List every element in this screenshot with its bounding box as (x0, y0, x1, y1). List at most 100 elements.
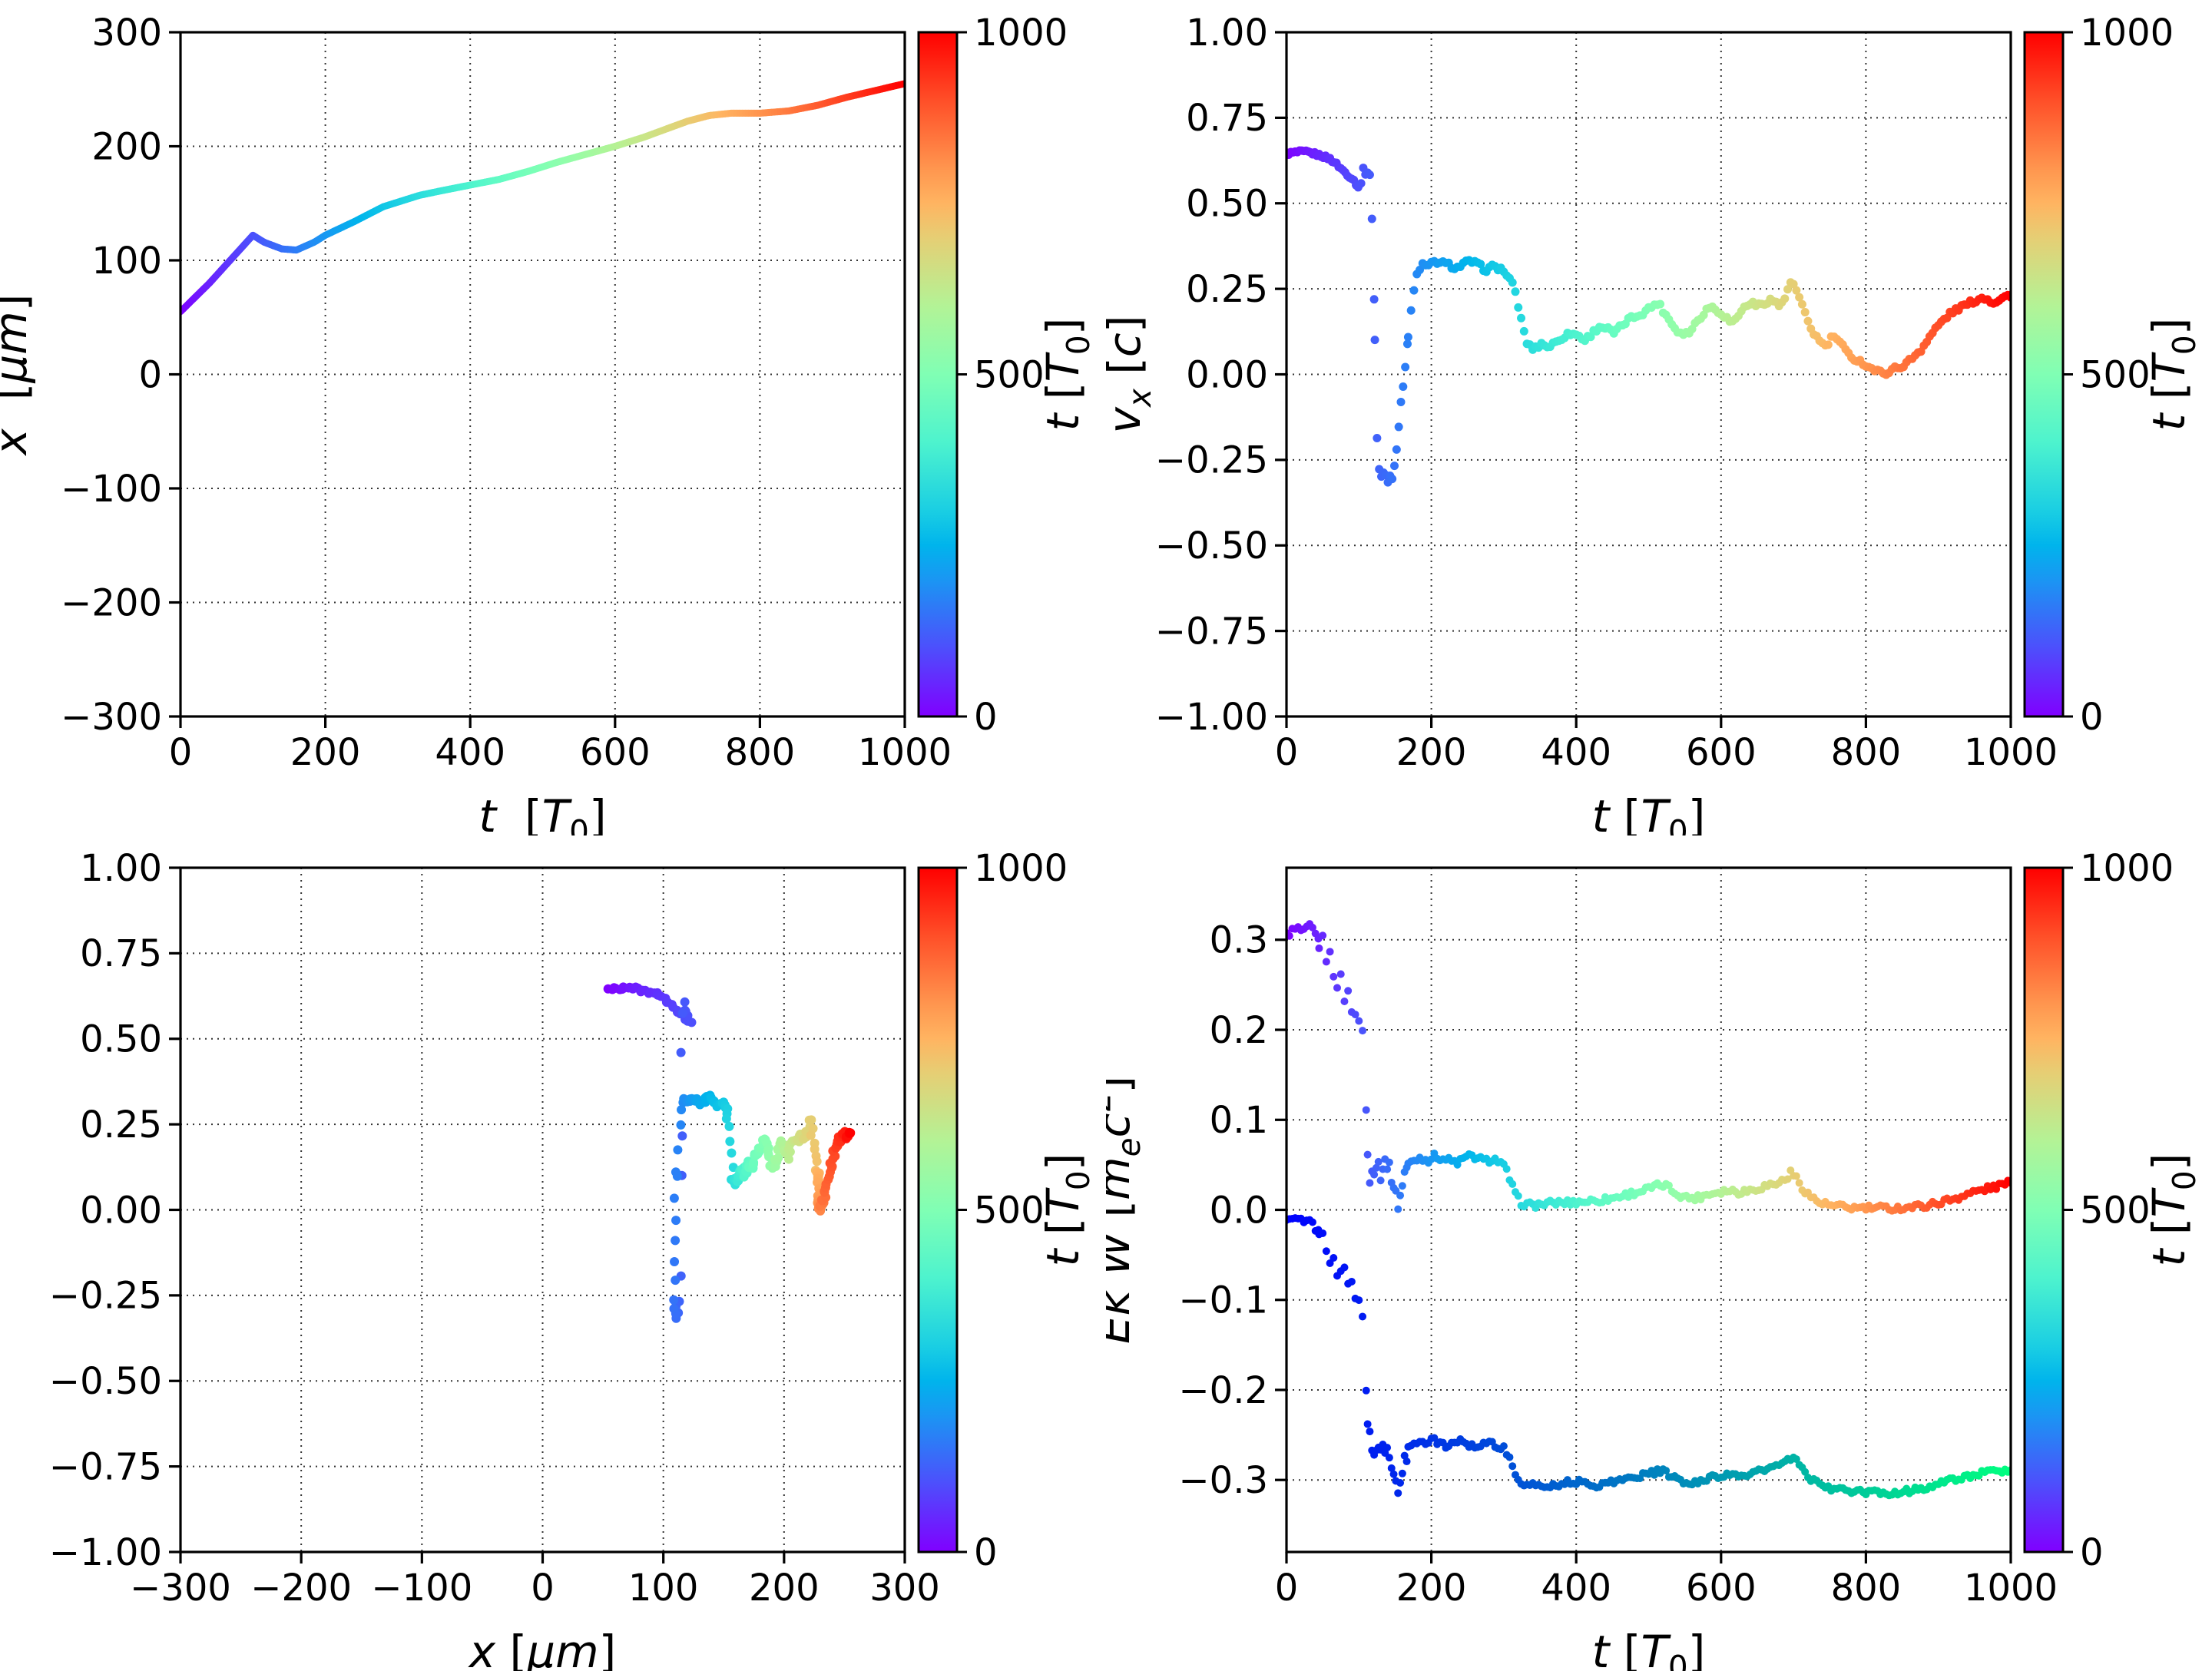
y-tick-label: 0.25 (80, 1104, 162, 1147)
colorbar-axis-label: t [T0] (2143, 318, 2203, 432)
colorbar-gradient (919, 32, 957, 716)
data-point (1823, 340, 1833, 349)
y-tick-label: −0.3 (1178, 1459, 1268, 1502)
y-tick-label: 200 (91, 125, 162, 168)
data-point (1403, 333, 1412, 342)
data-point (1388, 475, 1397, 484)
data-point (669, 1304, 679, 1314)
colorbar-tick-label: 1000 (974, 847, 1068, 890)
data-point (1502, 1165, 1511, 1173)
data-point (1359, 1027, 1367, 1035)
axis-ticks (169, 31, 906, 728)
data-point (1340, 1263, 1349, 1272)
data-point (671, 1216, 681, 1226)
data-point (1396, 1191, 1405, 1199)
data-point (1372, 1163, 1380, 1172)
data-point (1286, 931, 1293, 940)
colorbar-tick-label: 500 (974, 353, 1045, 396)
x-axis-label: t [T0] (1592, 1626, 1706, 1671)
panel-vx-vs-x: −300 −200 −100 0 100 200 300 1.00 0.75 0.50 0.25 0.… (0, 836, 1106, 1671)
data-point (1399, 382, 1408, 392)
data-point (1402, 339, 1412, 349)
data-point (721, 1113, 731, 1123)
y-tick-label: −200 (61, 581, 162, 624)
data-point (1392, 445, 1401, 454)
axis-tick-labels: 0 200 400 600 800 1000 1.00 0.75 0.50 0.25 0.00 −0.… (1155, 12, 2058, 774)
data-point (1783, 1175, 1792, 1183)
x-tick-label: 400 (435, 731, 505, 774)
data-point (1366, 1179, 1374, 1187)
y-tick-label: 0.50 (1186, 183, 1268, 226)
y-axis-label: vx [c] (0, 1151, 8, 1269)
gridlines (1286, 31, 2012, 717)
data-point (1344, 987, 1353, 995)
y-tick-label: 0.2 (1210, 1009, 1268, 1052)
x-tick-label: 200 (1396, 731, 1467, 774)
colorbar-axis-label: t [T0] (2143, 1153, 2203, 1267)
panel-energy-vs-t: 0 200 400 600 800 1000 0.3 0.2 0.1 0.0 −0.1 −0.2 −0.… (1106, 836, 2212, 1671)
x-tick-label: 800 (1831, 731, 1902, 774)
data-point (1385, 1158, 1393, 1166)
data-point (1586, 333, 1595, 342)
data-point (1363, 1420, 1372, 1428)
data-point (1792, 1172, 1800, 1180)
data-point (1359, 1312, 1367, 1321)
data-point (1347, 1277, 1356, 1286)
data-point (673, 1145, 683, 1155)
data-point (1797, 299, 1806, 309)
gridlines (180, 867, 906, 1553)
colorbar-tick-label: 0 (974, 696, 998, 739)
plot-data (1286, 146, 2011, 487)
x-tick-label: 200 (290, 731, 361, 774)
data-point (1322, 958, 1330, 966)
data-point (1508, 1462, 1517, 1471)
y-tick-label: 0.25 (1186, 268, 1268, 311)
colorbar-tick-label: 1000 (2080, 12, 2174, 55)
data-point (1398, 1182, 1406, 1190)
data-point (1315, 944, 1323, 952)
data-point (676, 1047, 686, 1057)
data-point (1792, 286, 1801, 295)
data-point (1340, 998, 1349, 1006)
y-tick-label: 100 (91, 240, 162, 283)
colorbar-axis-label: t [T0] (1037, 1153, 1097, 1267)
axis-ticks (1275, 31, 2012, 728)
x-tick-label: −200 (250, 1567, 352, 1610)
x-axis-label: t [T0] (1592, 790, 1706, 836)
data-point (1511, 287, 1520, 296)
data-point (1514, 1192, 1522, 1200)
data-point (1664, 1181, 1673, 1190)
y-tick-label: 1.00 (80, 847, 162, 890)
y-tick-label: 0.00 (80, 1189, 162, 1232)
data-point (687, 1017, 697, 1027)
y-axis-label: x [μm] (0, 294, 37, 457)
data-point (677, 1131, 687, 1141)
data-point (1499, 1442, 1508, 1451)
data-point (1370, 1170, 1379, 1179)
colorbar: 0 500 1000 t [T0] (2023, 847, 2203, 1574)
data-point (1800, 308, 1810, 317)
y-tick-label: −0.50 (49, 1360, 162, 1403)
data-point (1322, 1247, 1330, 1256)
x-tick-label: 100 (628, 1567, 699, 1610)
data-point (1362, 1106, 1370, 1114)
data-point (671, 1276, 680, 1286)
y-tick-label: 0.50 (80, 1018, 162, 1061)
data-point (1396, 397, 1406, 406)
y-tick-label: −0.2 (1178, 1369, 1268, 1412)
data-point (671, 1236, 680, 1246)
axis-tick-labels: −300 −200 −100 0 100 200 300 1.00 0.75 0.50 0.25 0.… (49, 847, 940, 1610)
data-point (1333, 984, 1342, 992)
data-point (1517, 313, 1526, 323)
x-tick-label: 1000 (1964, 731, 2058, 774)
y-tick-label: −0.75 (49, 1445, 162, 1488)
data-point (846, 1128, 856, 1138)
data-point (1430, 1434, 1439, 1442)
data-point (1396, 1479, 1405, 1487)
data-point (1365, 170, 1374, 180)
data-point (1369, 295, 1379, 304)
data-point (784, 1154, 794, 1164)
data-point (1656, 299, 1665, 309)
